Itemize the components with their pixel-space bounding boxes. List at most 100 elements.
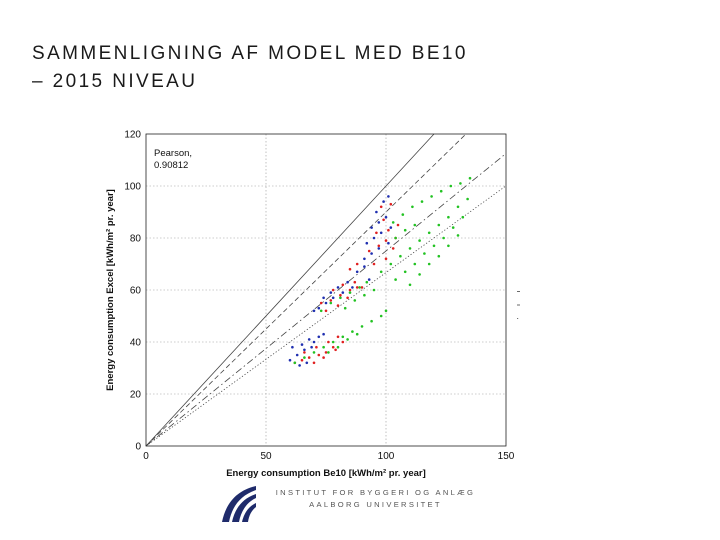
- data-point-series-3: [394, 236, 397, 240]
- data-point-series-2: [329, 291, 333, 294]
- data-point-series-3: [327, 351, 330, 354]
- university-logo: [222, 486, 256, 522]
- data-point-series-2: [363, 265, 366, 268]
- data-point-series-1: [331, 345, 335, 349]
- data-point-series-3: [403, 228, 407, 232]
- data-points: [288, 176, 472, 367]
- data-point-series-1: [348, 267, 352, 271]
- data-point-series-3: [384, 309, 388, 313]
- data-point-series-2: [346, 280, 349, 284]
- data-point-series-2: [363, 257, 366, 261]
- reference-line-2: [145, 153, 507, 447]
- data-point-series-1: [303, 351, 306, 354]
- data-point-series-3: [456, 205, 460, 209]
- slide-title-line1: SAMMENLIGNING AF MODEL MED BE10: [32, 43, 468, 64]
- data-point-series-2: [379, 231, 383, 235]
- data-point-series-2: [341, 291, 345, 294]
- data-point-series-3: [399, 254, 402, 258]
- data-point-series-2: [351, 286, 354, 289]
- footer-text: INSTITUT FOR BYGGERI OG ANLÆG AALBORG UN…: [268, 487, 483, 511]
- data-point-series-3: [346, 338, 349, 341]
- data-point-series-3: [413, 262, 417, 266]
- data-point-series-1: [315, 345, 318, 349]
- data-point-series-1: [355, 286, 359, 289]
- data-point-series-2: [317, 306, 321, 310]
- data-point-series-1: [336, 335, 340, 339]
- data-point-series-3: [430, 195, 433, 198]
- data-point-series-3: [331, 340, 335, 344]
- data-point-series-3: [439, 189, 443, 193]
- data-point-series-3: [355, 332, 359, 336]
- data-point-series-3: [447, 244, 450, 248]
- data-point-series-3: [403, 270, 407, 274]
- reference-lines: [145, 133, 507, 447]
- data-point-series-3: [339, 296, 342, 300]
- y-axis-label-text: Energy consumption Excel [kWh/m² pr. yea…: [105, 189, 116, 391]
- data-point-series-1: [334, 348, 337, 352]
- data-point-series-1: [307, 356, 311, 359]
- data-point-series-2: [307, 338, 311, 341]
- x-tick-label: 100: [378, 451, 395, 462]
- data-point-series-1: [384, 239, 388, 242]
- scatter-chart: 0 50 100 150 0 20 40 60 80 100 120 Energy consumpt…: [105, 130, 520, 479]
- data-point-series-1: [339, 293, 342, 297]
- data-point-series-3: [437, 223, 441, 227]
- data-point-series-3: [418, 239, 421, 242]
- data-point-series-3: [432, 244, 436, 248]
- data-point-series-3: [312, 351, 316, 354]
- data-point-series-2: [365, 241, 369, 245]
- data-point-series-3: [456, 234, 460, 237]
- data-point-series-3: [408, 283, 412, 287]
- data-point-series-3: [389, 262, 393, 266]
- data-point-series-3: [379, 270, 383, 274]
- data-point-series-1: [324, 309, 328, 313]
- data-point-series-3: [372, 288, 376, 292]
- reference-line-1: [145, 133, 467, 447]
- data-point-series-2: [377, 247, 381, 250]
- data-point-series-3: [351, 330, 354, 333]
- data-point-series-1: [317, 353, 321, 357]
- data-point-series-1: [387, 228, 390, 232]
- data-point-series-3: [341, 335, 345, 339]
- data-point-series-3: [427, 262, 431, 266]
- reference-line-equal: [145, 133, 435, 447]
- grid-layer: [146, 134, 506, 446]
- data-point-series-3: [379, 314, 383, 318]
- data-point-series-1: [327, 340, 330, 344]
- data-point-series-2: [387, 241, 390, 245]
- data-point-series-2: [305, 361, 309, 365]
- data-point-series-3: [394, 278, 397, 281]
- data-point-series-3: [411, 205, 414, 209]
- data-point-series-3: [420, 200, 424, 203]
- data-point-series-2: [377, 221, 381, 224]
- x-axis-label: Energy consumption Be10 [kWh/m² pr. year…: [226, 468, 426, 479]
- data-point-series-2: [372, 236, 376, 240]
- data-point-series-2: [291, 345, 294, 349]
- data-point-series-3: [468, 176, 472, 180]
- data-point-series-1: [360, 286, 364, 289]
- data-point-series-3: [442, 236, 445, 240]
- data-point-series-1: [367, 249, 371, 253]
- plot-frame: [145, 133, 507, 447]
- data-point-series-2: [367, 278, 371, 281]
- data-point-series-1: [396, 223, 400, 227]
- data-point-series-1: [322, 356, 325, 359]
- data-point-series-3: [343, 306, 347, 310]
- data-point-series-3: [401, 213, 405, 216]
- data-point-series-1: [346, 296, 349, 300]
- y-tick-label: 40: [130, 338, 142, 349]
- data-point-series-1: [319, 301, 323, 305]
- data-point-series-2: [300, 343, 304, 346]
- data-point-series-3: [322, 345, 325, 349]
- annotation-line: 0.90812: [154, 160, 188, 171]
- data-point-series-2: [298, 364, 301, 367]
- data-point-series-2: [324, 301, 328, 305]
- footer-university: AALBORG UNIVERSITET: [309, 500, 442, 509]
- data-point-series-3: [427, 231, 431, 235]
- data-point-series-1: [391, 247, 395, 250]
- data-point-series-3: [437, 254, 441, 258]
- data-point-series-2: [288, 358, 292, 362]
- data-point-series-2: [322, 296, 325, 300]
- data-point-series-1: [300, 358, 304, 362]
- data-point-series-3: [449, 184, 453, 188]
